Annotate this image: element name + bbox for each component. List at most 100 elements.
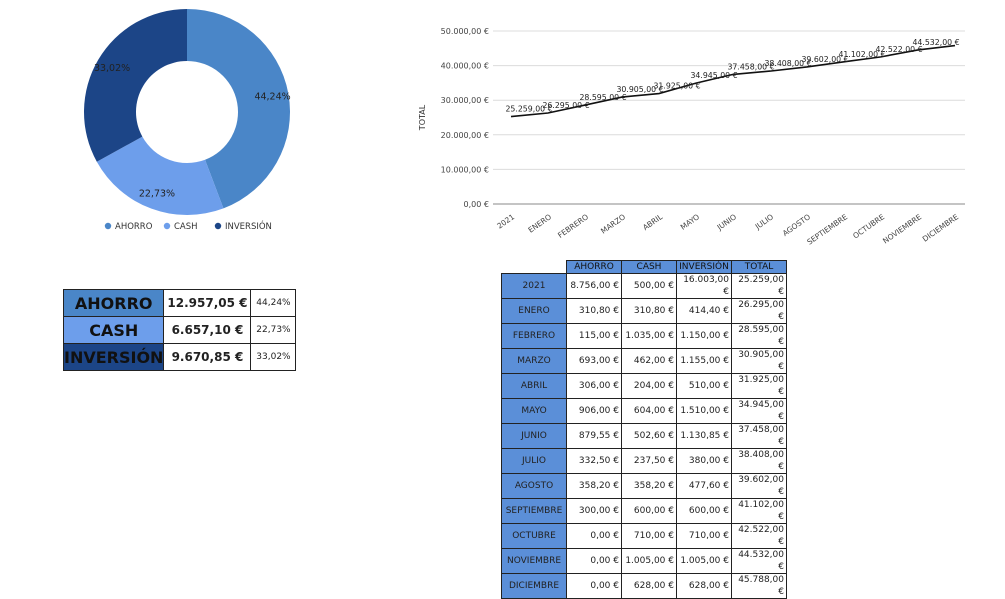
summary-value: 6.657,10 € [163, 316, 252, 344]
table-cell: 628,00 € [676, 573, 732, 599]
table-cell: 115,00 € [566, 323, 622, 349]
table-row: FEBRERO 115,00 €1.035,00 €1.150,00 €28.59… [501, 323, 787, 349]
table-cell: 42.522,00 € [731, 523, 787, 549]
table-cell: 477,60 € [676, 473, 732, 499]
data-label: 25.259,00 € [505, 105, 552, 114]
line-chart: 0,00 € 10.000,00 € 20.000,00 € 30.000,00 € 4… [418, 27, 965, 247]
table-cell: 28.595,00 € [731, 323, 787, 349]
table-corner [501, 260, 567, 274]
row-month: DICIEMBRE [501, 573, 567, 599]
legend-marker-ahorro [104, 222, 112, 230]
x-tick-label: JUNIO [715, 212, 739, 232]
row-month: 2021 [501, 273, 567, 299]
table-row: AGOSTO 358,20 €358,20 €477,60 €39.602,00 … [501, 473, 787, 499]
data-label: 31.925,00 € [653, 82, 700, 91]
row-month: JUNIO [501, 423, 567, 449]
data-label: 38.408,00 € [764, 59, 811, 68]
table-cell: 500,00 € [621, 273, 677, 299]
row-month: OCTUBRE [501, 523, 567, 549]
series-line-total [510, 44, 956, 118]
y-tick-label: 30.000,00 € [441, 96, 489, 105]
table-cell: 16.003,00 € [676, 273, 732, 299]
table-cell: 45.788,00 € [731, 573, 787, 599]
row-month: FEBRERO [501, 323, 567, 349]
x-tick-label: NOVIEMBRE [881, 212, 923, 245]
summary-label: AHORRO [62, 289, 165, 317]
y-tick-label: 0,00 € [464, 200, 489, 209]
x-tick-label: SEPTIEMBRE [805, 212, 849, 247]
row-month: JULIO [501, 448, 567, 474]
table-row: ABRIL 306,00 €204,00 €510,00 €31.925,00 € [501, 373, 787, 399]
data-label: 39.602,00 € [801, 55, 848, 64]
table-cell: 1.005,00 € [676, 548, 732, 574]
table-cell: 8.756,00 € [566, 273, 622, 299]
data-label: 34.945,00 € [690, 71, 737, 80]
table-cell: 604,00 € [621, 398, 677, 424]
donut-label-ahorro: 44,24% [254, 91, 290, 102]
table-cell: 1.130,85 € [676, 423, 732, 449]
table-cell: 510,00 € [676, 373, 732, 399]
legend-label-inversión: INVERSIÓN [225, 220, 272, 232]
table-cell: 1.150,00 € [676, 323, 732, 349]
table-cell: 300,00 € [566, 498, 622, 524]
legend-marker-cash [163, 222, 171, 230]
table-cell: 628,00 € [621, 573, 677, 599]
y-tick-label: 20.000,00 € [441, 131, 489, 140]
table-row: 2021 8.756,00 €500,00 €16.003,00 €25.259,… [501, 273, 787, 299]
table-cell: 693,00 € [566, 348, 622, 374]
table-cell: 0,00 € [566, 523, 622, 549]
table-cell: 204,00 € [621, 373, 677, 399]
table-row: JUNIO 879,55 €502,60 €1.130,85 €37.458,00… [501, 423, 787, 449]
row-month: SEPTIEMBRE [501, 498, 567, 524]
donut-slice-cash [96, 136, 224, 215]
y-tick-label: 40.000,00 € [441, 62, 489, 71]
table-cell: 600,00 € [676, 498, 732, 524]
row-month: ABRIL [501, 373, 567, 399]
table-row: ENERO 310,80 €310,80 €414,40 €26.295,00 € [501, 298, 787, 324]
x-tick-label: AGOSTO [781, 212, 812, 238]
table-cell: 34.945,00 € [731, 398, 787, 424]
table-row: NOVIEMBRE 0,00 €1.005,00 €1.005,00 €44.53… [501, 548, 787, 574]
table-cell: 310,80 € [566, 298, 622, 324]
x-tick-label: OCTUBRE [851, 212, 886, 240]
y-axis-label: TOTAL [418, 104, 427, 131]
summary-percent: 22,73% [250, 316, 297, 344]
data-label: 37.458,00 € [727, 62, 774, 71]
x-tick-label: ENERO [527, 212, 554, 234]
y-tick-label: 50.000,00 € [441, 27, 489, 36]
x-tick-label: DICIEMBRE [921, 212, 961, 243]
table-cell: 906,00 € [566, 398, 622, 424]
table-cell: 44.532,00 € [731, 548, 787, 574]
table-cell: 358,20 € [621, 473, 677, 499]
summary-percent: 44,24% [250, 289, 297, 317]
table-cell: 710,00 € [621, 523, 677, 549]
row-month: AGOSTO [501, 473, 567, 499]
table-cell: 0,00 € [566, 573, 622, 599]
table-cell: 0,00 € [566, 548, 622, 574]
table-cell: 306,00 € [566, 373, 622, 399]
summary-label: CASH [62, 316, 165, 344]
summary-percent: 33,02% [250, 343, 297, 371]
table-cell: 1.155,00 € [676, 348, 732, 374]
table-cell: 879,55 € [566, 423, 622, 449]
table-cell: 380,00 € [676, 448, 732, 474]
donut-slice-ahorro [187, 9, 290, 209]
table-row: OCTUBRE 0,00 €710,00 €710,00 €42.522,00 € [501, 523, 787, 549]
donut-label-cash: 22,73% [139, 189, 175, 200]
table-cell: 332,50 € [566, 448, 622, 474]
column-header: TOTAL [731, 260, 787, 274]
x-tick-label: MAYO [679, 212, 702, 232]
summary-row-ahorro: AHORRO 12.957,05 €44,24% [62, 289, 297, 317]
table-cell: 237,50 € [621, 448, 677, 474]
table-row: DICIEMBRE 0,00 €628,00 €628,00 €45.788,00… [501, 573, 787, 599]
table-cell: 358,20 € [566, 473, 622, 499]
table-cell: 1.005,00 € [621, 548, 677, 574]
summary-table: AHORRO 12.957,05 €44,24% CASH 6.657,10 €22,… [62, 289, 297, 371]
data-label: 28.595,00 € [579, 93, 626, 102]
monthly-table: AHORRO CASH INVERSIÓN TOTAL 2021 8.756,00 €5… [501, 260, 787, 599]
table-row: MARZO 693,00 €462,00 €1.155,00 €30.905,00… [501, 348, 787, 374]
table-cell: 502,60 € [621, 423, 677, 449]
column-header: AHORRO [566, 260, 622, 274]
row-month: MARZO [501, 348, 567, 374]
table-row: JULIO 332,50 €237,50 €380,00 €38.408,00 € [501, 448, 787, 474]
